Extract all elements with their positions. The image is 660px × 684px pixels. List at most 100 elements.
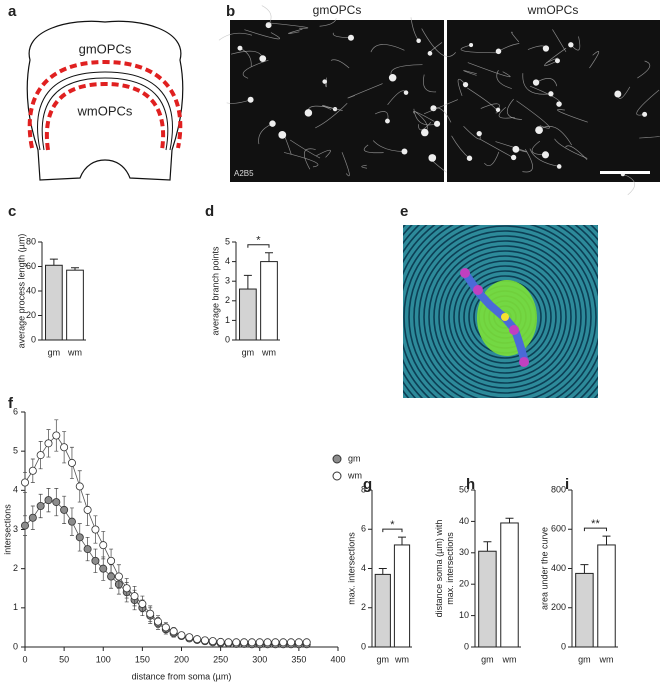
data-point	[247, 638, 256, 647]
process	[557, 109, 588, 123]
bar	[45, 264, 63, 341]
cell-body	[401, 148, 408, 155]
data-point	[169, 627, 178, 636]
y-tick-label: 4	[13, 485, 18, 495]
data-point	[138, 599, 147, 608]
data-point	[177, 631, 186, 640]
cell-body	[388, 73, 397, 82]
significance-bracket	[583, 527, 607, 532]
data-point	[279, 638, 288, 647]
y-tick-label: 3	[225, 276, 230, 286]
process	[544, 47, 567, 67]
x-tick-label: 250	[213, 654, 228, 664]
diagram-label: gmOPCs	[79, 41, 132, 56]
sholl-ring	[458, 270, 552, 364]
y-tick-label: 400	[551, 563, 566, 573]
cell-body	[269, 120, 276, 127]
y-tick-label: 600	[551, 524, 566, 534]
x-tick-label: wm	[67, 347, 82, 357]
cell-body	[466, 155, 473, 161]
process	[589, 51, 600, 69]
y-axis-label: max. intersections	[346, 532, 356, 605]
error-bar	[378, 568, 387, 575]
process	[554, 138, 588, 159]
process	[511, 31, 520, 43]
y-tick-label: 6	[13, 406, 18, 416]
process	[529, 148, 560, 167]
data-point	[44, 496, 53, 505]
cell-body	[332, 106, 338, 112]
cell-layer	[218, 5, 660, 196]
data-point	[294, 638, 303, 647]
process	[522, 73, 551, 95]
process	[316, 149, 331, 158]
bar	[597, 544, 616, 648]
process	[242, 59, 269, 79]
significance-bracket	[382, 528, 403, 533]
legend-marker	[332, 471, 342, 481]
cell-body	[427, 51, 433, 56]
cell-body	[416, 38, 421, 43]
image-title: wmOPCs	[527, 3, 579, 17]
data-point	[44, 439, 53, 448]
process	[506, 98, 523, 120]
x-tick-label: 300	[252, 654, 267, 664]
y-tick-label: 5	[13, 446, 18, 456]
data-point	[52, 498, 61, 507]
data-point	[114, 572, 123, 581]
sholl-ring	[413, 225, 597, 398]
panel-label: g	[363, 476, 372, 493]
cell-body	[265, 22, 272, 29]
data-point	[271, 638, 280, 647]
cell-body	[247, 96, 254, 103]
data-point	[20, 521, 29, 530]
data-point	[232, 638, 241, 647]
data-point	[91, 556, 100, 565]
x-tick-label: wm	[261, 347, 276, 357]
x-tick-label: wm	[599, 654, 614, 664]
process	[283, 152, 319, 168]
panel-label: d	[205, 203, 214, 220]
cell-body	[568, 42, 574, 48]
branch-marker	[509, 325, 519, 335]
significance-label: *	[390, 519, 395, 531]
data-point	[67, 517, 76, 526]
data-point	[20, 478, 29, 487]
error-bar	[483, 541, 492, 552]
bar	[393, 544, 411, 648]
sholl-ring	[418, 230, 592, 398]
process	[498, 106, 515, 119]
bar	[374, 573, 391, 648]
y-tick-label: 5	[225, 236, 230, 246]
branch-marker	[473, 285, 483, 295]
process	[637, 60, 651, 79]
x-tick-label: gm	[48, 347, 61, 357]
y-tick-label: 20	[26, 310, 36, 320]
data-point	[122, 584, 131, 593]
process	[636, 89, 660, 116]
process	[495, 141, 527, 153]
error-bar	[505, 517, 514, 523]
y-axis-label: distance soma (µm) with	[434, 520, 444, 618]
data-point	[83, 545, 92, 554]
cell-body	[642, 111, 648, 117]
process	[330, 59, 350, 69]
branch-markers	[460, 268, 529, 367]
cell-body	[237, 45, 243, 51]
bar	[500, 522, 519, 648]
y-tick-label: 200	[551, 602, 566, 612]
error-bar	[265, 252, 273, 262]
cell-body	[541, 151, 550, 159]
process	[467, 87, 498, 114]
panel-label: h	[466, 476, 475, 493]
cell-body	[555, 58, 560, 64]
cell-body	[347, 34, 354, 41]
brain-outline	[26, 20, 184, 181]
process	[218, 32, 253, 41]
y-tick-label: 2	[13, 563, 18, 573]
process	[347, 83, 383, 99]
sholl-ring	[453, 265, 557, 369]
process	[332, 32, 351, 39]
cell-body	[556, 101, 562, 107]
